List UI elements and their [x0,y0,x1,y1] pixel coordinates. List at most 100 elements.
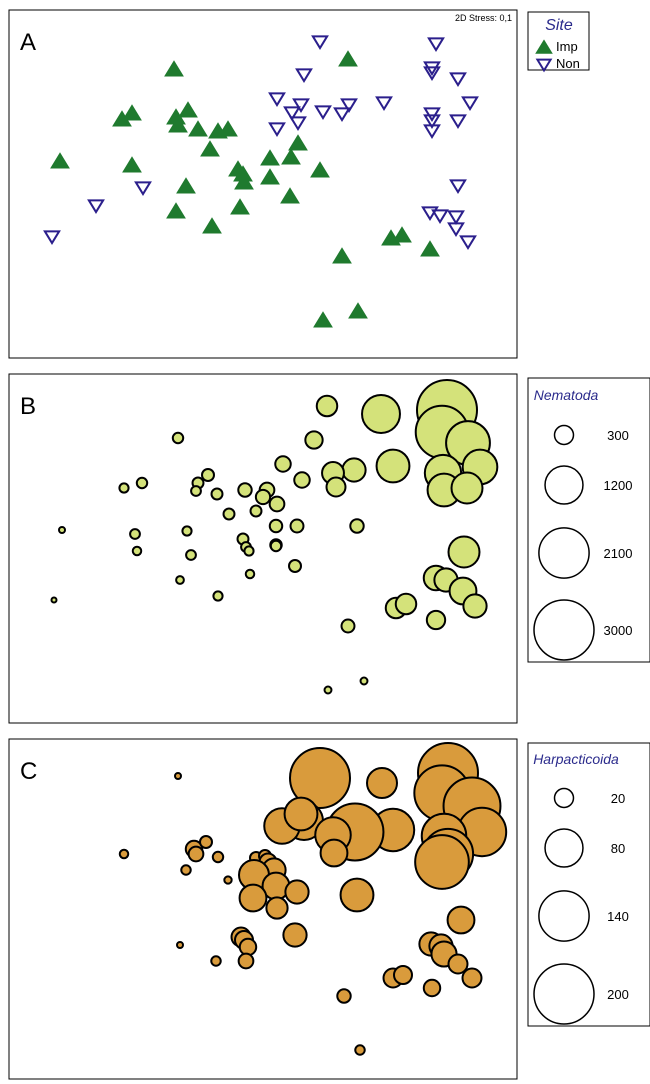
legend-size-label: 200 [607,987,629,1002]
legend-non-marker [535,58,553,73]
point-non [340,98,358,113]
legend-size-label: 80 [611,841,625,856]
point-imp [348,302,368,319]
bubble [50,596,58,604]
bubble [375,448,411,484]
point-non [447,222,465,237]
legend-size-circle [533,963,595,1025]
bubble [414,834,470,890]
panel-a-points [43,35,479,328]
point-imp [164,60,184,77]
bubble [361,394,401,434]
panel-c-letter: C [20,758,37,785]
legend-size-circle [553,787,575,809]
legend-b-title: Nematoda [534,387,599,403]
point-non [289,116,307,131]
panel-a: A 2D Stress: 0,1 Site Imp Non [8,9,590,359]
bubble [223,875,233,885]
point-imp [233,165,253,182]
panel-b-points [50,379,499,695]
point-non [449,114,467,129]
bubble [212,590,224,602]
bubble [268,518,284,534]
bubble [268,495,286,513]
point-imp [332,247,352,264]
legend-size-circle [553,424,575,446]
bubble [190,485,202,497]
bubble [461,967,483,989]
point-non [268,122,286,137]
bubble [201,468,215,482]
bubble [349,518,365,534]
bubble [269,539,283,553]
legend-size-label: 3000 [604,623,633,638]
point-imp [234,173,254,190]
point-non [87,199,105,214]
bubble [265,896,289,920]
point-non [423,114,441,129]
bubble [254,488,272,506]
point-imp [260,149,280,166]
bubble [282,922,308,948]
bubble [393,965,413,985]
bubble [289,747,351,809]
bubble [288,559,302,573]
bubble [181,525,193,537]
legend-imp-label: Imp [556,39,578,54]
bubble [187,845,205,863]
point-imp [178,101,198,118]
panel-b-frame [8,373,518,724]
bubble [210,487,224,501]
bubble [237,482,253,498]
bubble [131,545,143,557]
panel-c-frame [8,738,518,1080]
legend-non-triangle [535,58,553,73]
point-imp [112,110,132,127]
legend-size-circle [544,828,584,868]
bubble [462,593,488,619]
point-non [268,92,286,107]
bubble [341,457,367,483]
point-imp [310,161,330,178]
point-imp [218,120,238,137]
point-non [423,107,441,122]
bubble [394,592,418,616]
bubble [283,796,319,832]
legend-b: Nematoda 300 1200 2100 3000 [527,377,650,663]
point-non [459,235,477,250]
legend-size-circle [533,599,595,661]
bubble [319,838,349,868]
legend-a-frame [527,11,590,71]
bubble [284,879,310,905]
point-imp [338,50,358,67]
legend-size-circle [544,465,584,505]
panel-b-letter: B [20,393,36,420]
point-imp [168,116,188,133]
point-non [283,106,301,121]
legend-size-circle [538,890,590,942]
stress-annotation: 2D Stress: 0,1 [455,13,512,23]
bubble [238,937,258,957]
bubble [58,526,66,534]
bubble [185,549,197,561]
bubble [180,864,192,876]
bubble [293,471,311,489]
bubble [210,955,222,967]
legend-c-title: Harpacticoida [533,751,619,767]
bubble [135,476,149,490]
bubble [447,535,481,569]
bubble [249,504,263,518]
legend-size-circle [538,527,590,579]
bubble [129,528,141,540]
bubble [174,772,182,780]
point-non [461,96,479,111]
bubble [447,953,469,975]
legend-b-sizes: 300 1200 2100 3000 [533,424,633,661]
bubble [450,471,484,505]
point-non [314,105,332,120]
legend-size-label: 2100 [604,546,633,561]
point-imp [230,198,250,215]
legend-b-frame [527,377,650,663]
bubble [211,850,225,864]
